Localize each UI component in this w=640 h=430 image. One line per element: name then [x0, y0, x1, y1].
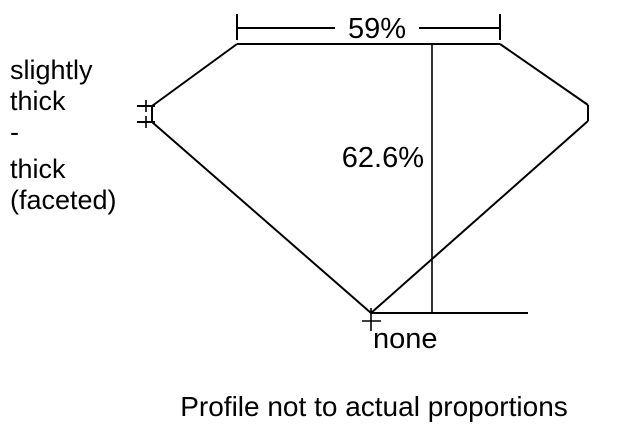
total-depth-group: 62.6% — [342, 44, 433, 313]
crown-right-line — [499, 43, 589, 106]
diagram-caption: Profile not to actual proportions — [180, 391, 568, 422]
girdle-thickness-bracket — [137, 100, 155, 128]
culet-group: none — [362, 308, 528, 355]
table-dimension-group: 59% — [236, 13, 501, 45]
girdle-label-line-2: thick — [10, 86, 66, 116]
girdle-label-line-5: (faceted) — [10, 185, 117, 215]
pavilion-left-line — [151, 121, 372, 314]
stone-outline-group — [151, 43, 589, 314]
pavilion-right-line — [370, 120, 589, 314]
total-depth-label: 62.6% — [342, 142, 424, 174]
girdle-label-line-4: thick — [10, 154, 66, 184]
girdle-thickness-label-block: slightly thick - thick (faceted) — [10, 55, 117, 215]
girdle-label-line-1: slightly — [10, 55, 93, 85]
crown-left-line — [151, 43, 238, 107]
girdle-label-line-3: - — [10, 117, 19, 147]
table-percent-label: 59% — [348, 13, 406, 45]
culet-size-label: none — [373, 323, 438, 355]
